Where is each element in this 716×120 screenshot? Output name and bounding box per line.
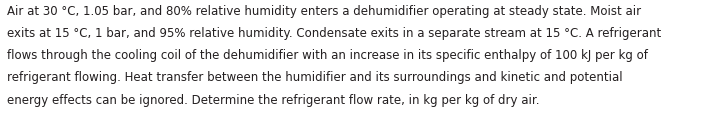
Text: energy effects can be ignored. Determine the refrigerant flow rate, in kg per kg: energy effects can be ignored. Determine… xyxy=(7,94,540,107)
Text: refrigerant flowing. Heat transfer between the humidifier and its surroundings a: refrigerant flowing. Heat transfer betwe… xyxy=(7,71,623,84)
Text: flows through the cooling coil of the dehumidifier with an increase in its speci: flows through the cooling coil of the de… xyxy=(7,49,648,62)
Text: exits at 15 °C, 1 bar, and 95% relative humidity. Condensate exits in a separate: exits at 15 °C, 1 bar, and 95% relative … xyxy=(7,27,662,40)
Text: Air at 30 °C, 1.05 bar, and 80% relative humidity enters a dehumidifier operatin: Air at 30 °C, 1.05 bar, and 80% relative… xyxy=(7,5,642,18)
